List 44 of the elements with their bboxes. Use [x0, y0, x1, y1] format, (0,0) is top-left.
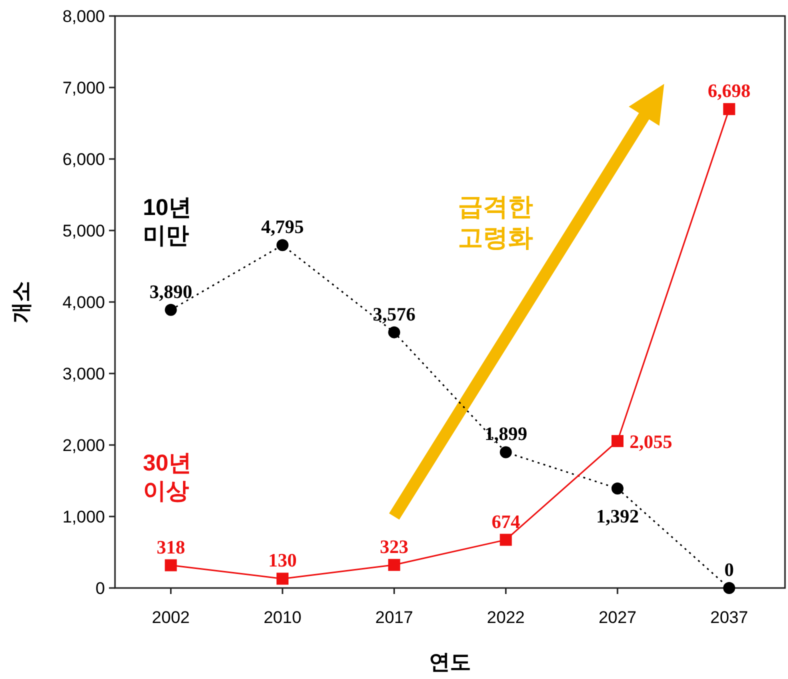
x-axis-title: 연도: [429, 651, 471, 674]
data-label: 3,890: [149, 282, 192, 303]
x-tick-label: 2010: [264, 608, 302, 627]
y-tick-label: 0: [96, 579, 105, 598]
text: 30년 이상: [142, 449, 192, 504]
point: [500, 534, 512, 546]
y-tick-label: 1,000: [62, 508, 105, 526]
y-tick-label: 4,000: [62, 293, 105, 312]
point: [276, 239, 288, 252]
x-tick-label: 2027: [598, 608, 636, 627]
data-label: 1,899: [484, 424, 528, 446]
x-tick-label: 2002: [152, 608, 190, 627]
data-label: 2,055: [630, 432, 672, 454]
data-label: 130: [268, 550, 297, 572]
y-tick-label: 3,000: [62, 364, 105, 384]
y-axis-title: 개소: [10, 281, 33, 323]
data-label: 318: [156, 537, 186, 558]
data-label: 0: [724, 560, 734, 581]
data-label: 674: [492, 512, 521, 533]
point: [612, 482, 624, 494]
point: [612, 435, 624, 448]
y-tick-label: 6,000: [62, 150, 105, 169]
x-tick-label: 2022: [486, 608, 525, 627]
data-label: 1,392: [596, 506, 639, 528]
point: [276, 572, 288, 585]
data-label: 4,795: [261, 217, 304, 238]
point: [164, 304, 177, 316]
data-label: 323: [380, 536, 408, 558]
x-tick-label: 2037: [710, 608, 748, 627]
point: [723, 582, 736, 594]
y-tick-label: 8,000: [62, 7, 105, 26]
point: [723, 103, 736, 116]
point: [500, 446, 512, 458]
point: [388, 558, 400, 571]
y-tick-label: 5,000: [62, 222, 105, 240]
point: [164, 559, 177, 572]
x-tick-label: 2017: [375, 608, 414, 627]
point: [388, 326, 400, 338]
series-label: 10년 미만: [142, 194, 192, 248]
data-label: 6,698: [708, 81, 751, 102]
annotation: 급격한 고령화: [458, 193, 533, 252]
data-label: 3,576: [372, 304, 416, 326]
y-tick-label: 7,000: [62, 78, 105, 98]
y-tick-label: 2,000: [62, 436, 105, 455]
